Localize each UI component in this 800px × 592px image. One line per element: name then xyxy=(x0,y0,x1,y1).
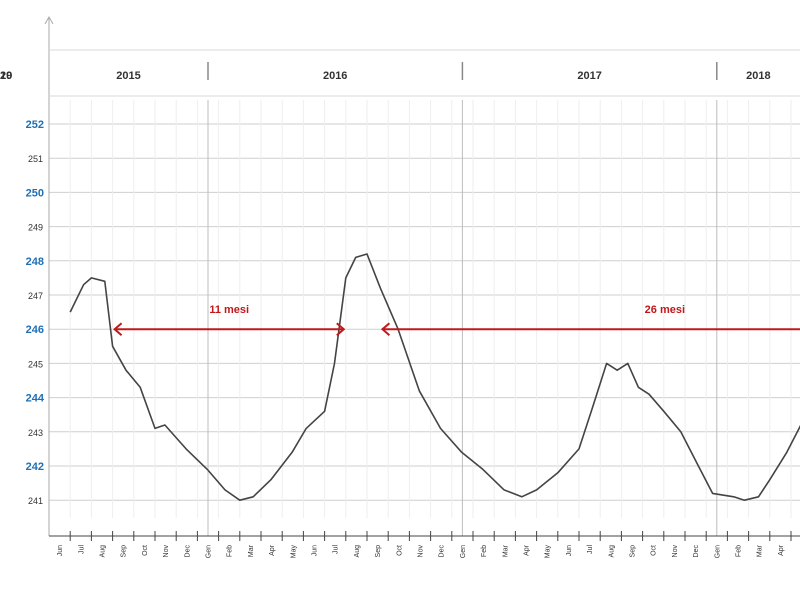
y-tick-label-250: 250 xyxy=(26,187,44,199)
y-tick-label-248: 248 xyxy=(26,256,44,268)
interval-arrow-head-right xyxy=(336,322,346,336)
interval-arrow-head-left xyxy=(380,322,391,336)
month-label-Apr: Apr xyxy=(524,544,531,556)
month-label-Gen: Gen xyxy=(206,545,213,558)
y-tick-labels: 241 242 243 244 245 246 247 248 249 250 251 252 xyxy=(26,119,45,506)
year-band: 2015 2016 2017 2018 20192020 xyxy=(0,49,800,97)
month-label-Sep: Sep xyxy=(375,545,382,558)
month-label-Gen: Gen xyxy=(714,545,721,558)
month-label-Aug: Aug xyxy=(100,545,107,558)
year-label-2015: 2015 xyxy=(116,70,140,82)
y-tick-label-243: 243 xyxy=(28,428,43,438)
series-group xyxy=(69,253,800,502)
interval-arrow-head-left xyxy=(113,322,123,336)
month-label-May: May xyxy=(545,545,552,559)
y-tick-label-251: 251 xyxy=(28,154,43,164)
month-label-Nov: Nov xyxy=(163,545,170,558)
y-tick-label-245: 245 xyxy=(28,359,43,369)
year-label-2020: 2020 xyxy=(0,70,12,82)
month-label-Jun: Jun xyxy=(312,545,319,556)
month-label-Sep: Sep xyxy=(121,545,128,558)
y-tick-label-249: 249 xyxy=(28,223,43,233)
y-tick-label-252: 252 xyxy=(26,119,44,131)
month-label-Dec: Dec xyxy=(439,545,446,558)
month-label-Jul: Jul xyxy=(587,545,594,554)
month-label-Oct: Oct xyxy=(651,545,658,556)
month-label-Aug: Aug xyxy=(608,545,615,558)
month-label-Mar: Mar xyxy=(248,544,255,557)
month-labels: Jun Jul Aug Sep Oct Nov Dec Gen Feb Mar Apr May Jun J… xyxy=(57,544,785,558)
year-label-2017: 2017 xyxy=(577,70,601,82)
month-label-Nov: Nov xyxy=(418,545,425,558)
y-tick-label-241: 241 xyxy=(28,496,43,506)
month-label-Jun: Jun xyxy=(57,545,64,556)
year-label-2018: 2018 xyxy=(746,70,770,82)
year-label-2019: 2019 xyxy=(0,70,12,82)
series-line-0 xyxy=(69,253,800,502)
month-label-Mar: Mar xyxy=(502,544,509,557)
month-label-Oct: Oct xyxy=(142,545,149,556)
month-label-Jun: Jun xyxy=(566,545,573,556)
y-axis-arrow xyxy=(44,15,54,25)
grid xyxy=(49,100,800,536)
month-label-Sep: Sep xyxy=(630,545,637,558)
month-label-Nov: Nov xyxy=(672,545,679,558)
month-label-May: May xyxy=(290,545,297,559)
x-tick-marks xyxy=(69,531,792,541)
month-label-Jul: Jul xyxy=(333,545,340,554)
y-tick-label-247: 247 xyxy=(28,291,43,301)
month-label-Oct: Oct xyxy=(396,545,403,556)
y-tick-label-242: 242 xyxy=(26,461,44,473)
month-label-Dec: Dec xyxy=(693,545,700,558)
month-label-Feb: Feb xyxy=(736,545,743,557)
y-tick-label-244: 244 xyxy=(26,393,45,405)
interval-annotation-1: 26 mesi xyxy=(380,304,800,336)
month-label-Feb: Feb xyxy=(227,545,234,557)
year-label-2016: 2016 xyxy=(323,70,347,82)
y-tick-label-246: 246 xyxy=(26,324,44,336)
month-label-Apr: Apr xyxy=(778,544,785,556)
month-label-Dec: Dec xyxy=(184,545,191,558)
month-label-Feb: Feb xyxy=(481,545,488,557)
month-label-Aug: Aug xyxy=(354,545,361,558)
interval-annotation-0: 11 mesi xyxy=(113,304,346,336)
interval-label: 26 mesi xyxy=(645,304,685,316)
month-label-Mar: Mar xyxy=(757,544,764,557)
interval-label: 11 mesi xyxy=(209,304,249,316)
month-label-Gen: Gen xyxy=(460,545,467,558)
month-label-Apr: Apr xyxy=(269,544,276,556)
month-label-Jul: Jul xyxy=(78,545,85,554)
